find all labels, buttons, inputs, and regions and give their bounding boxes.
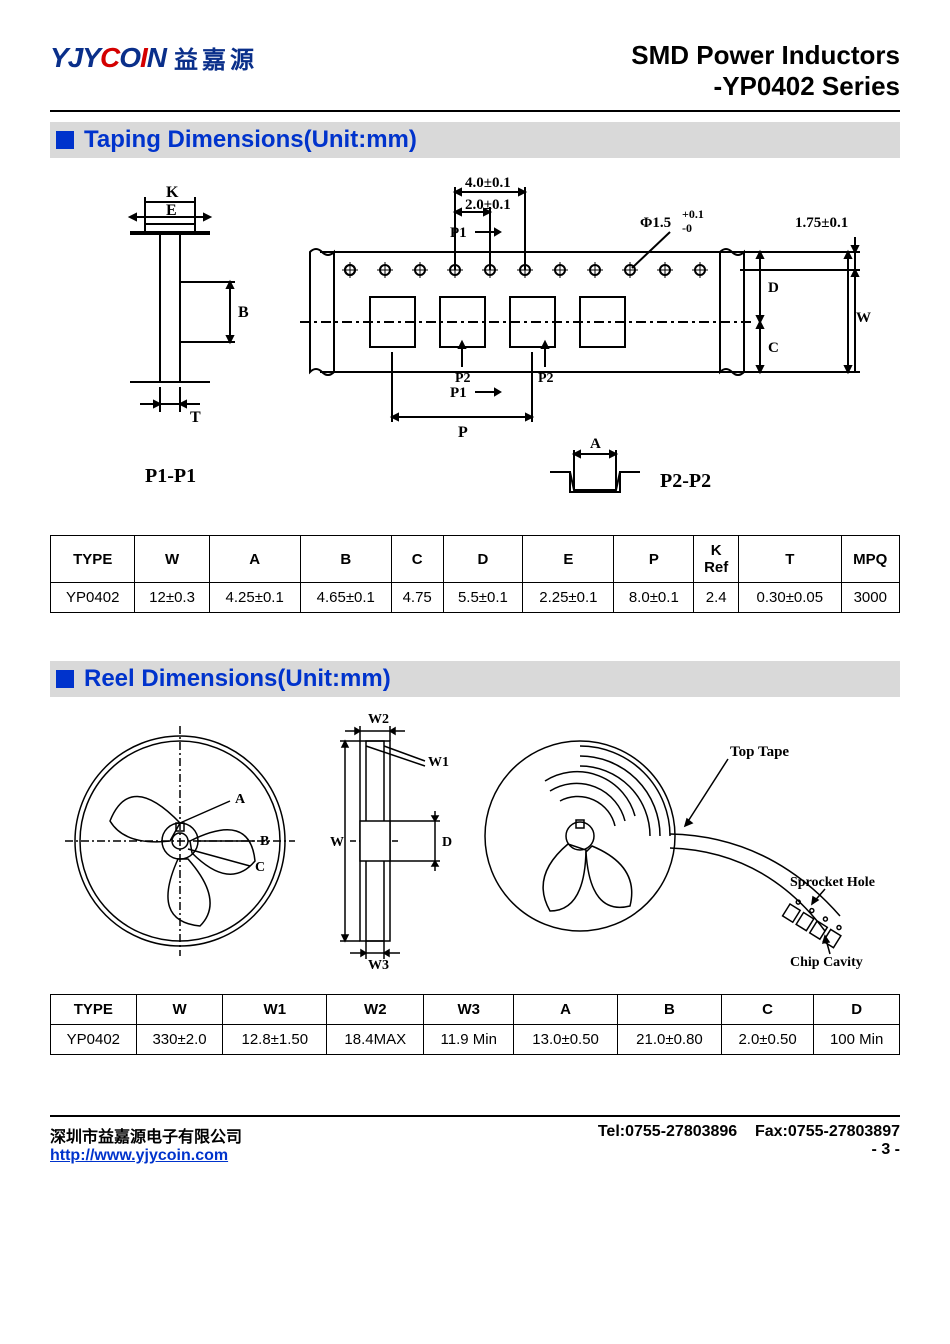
table-cell: 2.25±0.1 [523, 583, 614, 613]
label-P1P1: P1-P1 [145, 465, 196, 487]
table-header-cell: T [739, 536, 841, 583]
document-title: SMD Power Inductors -YP0402 Series [631, 40, 900, 102]
table-cell: YP0402 [51, 1025, 137, 1055]
label-phi: Φ1.5 [640, 215, 671, 231]
reel-A: A [235, 792, 246, 807]
table-header-cell: P [614, 536, 694, 583]
label-P: P [458, 424, 468, 441]
table-header-cell: D [814, 995, 900, 1025]
table-cell: 11.9 Min [424, 1025, 514, 1055]
table-header-cell: W3 [424, 995, 514, 1025]
label-175: 1.75±0.1 [795, 215, 848, 231]
reel-W3: W3 [368, 958, 389, 971]
label-P2P2: P2-P2 [660, 470, 711, 492]
label-K: K [166, 184, 179, 201]
taping-table: TYPEWABCDEPKRefTMPQ YP040212±0.34.25±0.1… [50, 535, 900, 613]
reel-C: C [255, 860, 265, 875]
reel-W: W [330, 835, 344, 850]
title-line-1: SMD Power Inductors [631, 40, 900, 71]
table-cell: 8.0±0.1 [614, 583, 694, 613]
company-logo: YJYCOIN 益嘉源 [50, 40, 258, 75]
footer-url-link[interactable]: http://www.yjycoin.com [50, 1147, 228, 1164]
table-cell: 2.4 [694, 583, 739, 613]
logo-cn: 益嘉源 [174, 40, 258, 75]
reel-diagram: A B C W2 W1 D W [50, 711, 900, 976]
table-header-cell: W1 [223, 995, 327, 1025]
footer-fax: 0755-27803897 [788, 1123, 900, 1140]
table-cell: 12.8±1.50 [223, 1025, 327, 1055]
table-cell: 4.25±0.1 [209, 583, 300, 613]
taping-diagram: K E B T P1-P1 [50, 172, 900, 517]
label-P1top: P1 [450, 225, 467, 241]
table-cell: 18.4MAX [327, 1025, 424, 1055]
page-header: YJYCOIN 益嘉源 SMD Power Inductors -YP0402 … [50, 40, 900, 112]
square-bullet-icon [56, 131, 74, 149]
page-footer: 深圳市益嘉源电子有限公司 http://www.yjycoin.com Tel:… [50, 1115, 900, 1165]
table-cell: 3000 [841, 583, 899, 613]
table-header-cell: C [391, 536, 443, 583]
table-cell: 100 Min [814, 1025, 900, 1055]
section-title-reel: Reel Dimensions(Unit:mm) [50, 661, 900, 697]
footer-company: 深圳市益嘉源电子有限公司 [50, 1123, 242, 1147]
reel-W1: W1 [428, 755, 449, 770]
label-C: C [768, 340, 779, 356]
label-E: E [166, 202, 177, 219]
label-20: 2.0±0.1 [465, 197, 511, 213]
table-cell: 13.0±0.50 [514, 1025, 618, 1055]
label-B: B [238, 304, 249, 321]
table-header-cell: KRef [694, 536, 739, 583]
section-title-text: Reel Dimensions(Unit:mm) [84, 665, 391, 693]
section-title-text: Taping Dimensions(Unit:mm) [84, 126, 417, 154]
table-header-cell: E [523, 536, 614, 583]
label-W: W [856, 310, 871, 326]
table-row: YP0402330±2.012.8±1.5018.4MAX11.9 Min13.… [51, 1025, 900, 1055]
label-40: 4.0±0.1 [465, 175, 511, 191]
table-header-cell: A [209, 536, 300, 583]
footer-fax-label: Fax: [755, 1123, 788, 1140]
label-P2b: P2 [538, 371, 554, 386]
label-D: D [768, 280, 779, 296]
table-header-cell: MPQ [841, 536, 899, 583]
table-header-cell: TYPE [51, 536, 135, 583]
reel-B: B [260, 834, 269, 849]
table-header-cell: A [514, 995, 618, 1025]
label-chip: Chip Cavity [790, 955, 863, 970]
title-line-2: -YP0402 Series [631, 71, 900, 102]
table-cell: 330±2.0 [136, 1025, 223, 1055]
logo-latin: YJYCOIN [50, 42, 166, 74]
table-cell: 5.5±0.1 [443, 583, 523, 613]
reel-W2: W2 [368, 712, 389, 727]
table-header-cell: D [443, 536, 523, 583]
table-header-cell: C [721, 995, 813, 1025]
table-cell: 2.0±0.50 [721, 1025, 813, 1055]
label-P2a: P2 [455, 371, 471, 386]
footer-tel: 0755-27803896 [625, 1123, 737, 1140]
table-header-cell: TYPE [51, 995, 137, 1025]
label-phi-tol2: -0 [682, 221, 692, 235]
label-T: T [190, 409, 201, 426]
table-cell: YP0402 [51, 583, 135, 613]
table-header-cell: W [136, 995, 223, 1025]
table-cell: 4.75 [391, 583, 443, 613]
label-toptape: Top Tape [730, 744, 789, 760]
table-header-cell: W2 [327, 995, 424, 1025]
table-cell: 12±0.3 [135, 583, 209, 613]
reel-table: TYPEWW1W2W3ABCD YP0402330±2.012.8±1.5018… [50, 994, 900, 1055]
table-cell: 21.0±0.80 [618, 1025, 722, 1055]
table-row: YP040212±0.34.25±0.14.65±0.14.755.5±0.12… [51, 583, 900, 613]
table-header-cell: B [618, 995, 722, 1025]
square-bullet-icon [56, 670, 74, 688]
table-header-cell: B [300, 536, 391, 583]
footer-page: - 3 - [598, 1141, 900, 1159]
section-title-taping: Taping Dimensions(Unit:mm) [50, 122, 900, 158]
table-cell: 4.65±0.1 [300, 583, 391, 613]
label-P1bot: P1 [450, 385, 467, 401]
footer-tel-label: Tel: [598, 1123, 625, 1140]
table-header-cell: W [135, 536, 209, 583]
label-phi-tol1: +0.1 [682, 207, 704, 221]
table-cell: 0.30±0.05 [739, 583, 841, 613]
label-A: A [590, 436, 601, 452]
label-sprocket: Sprocket Hole [790, 875, 875, 890]
reel-D: D [442, 835, 452, 850]
